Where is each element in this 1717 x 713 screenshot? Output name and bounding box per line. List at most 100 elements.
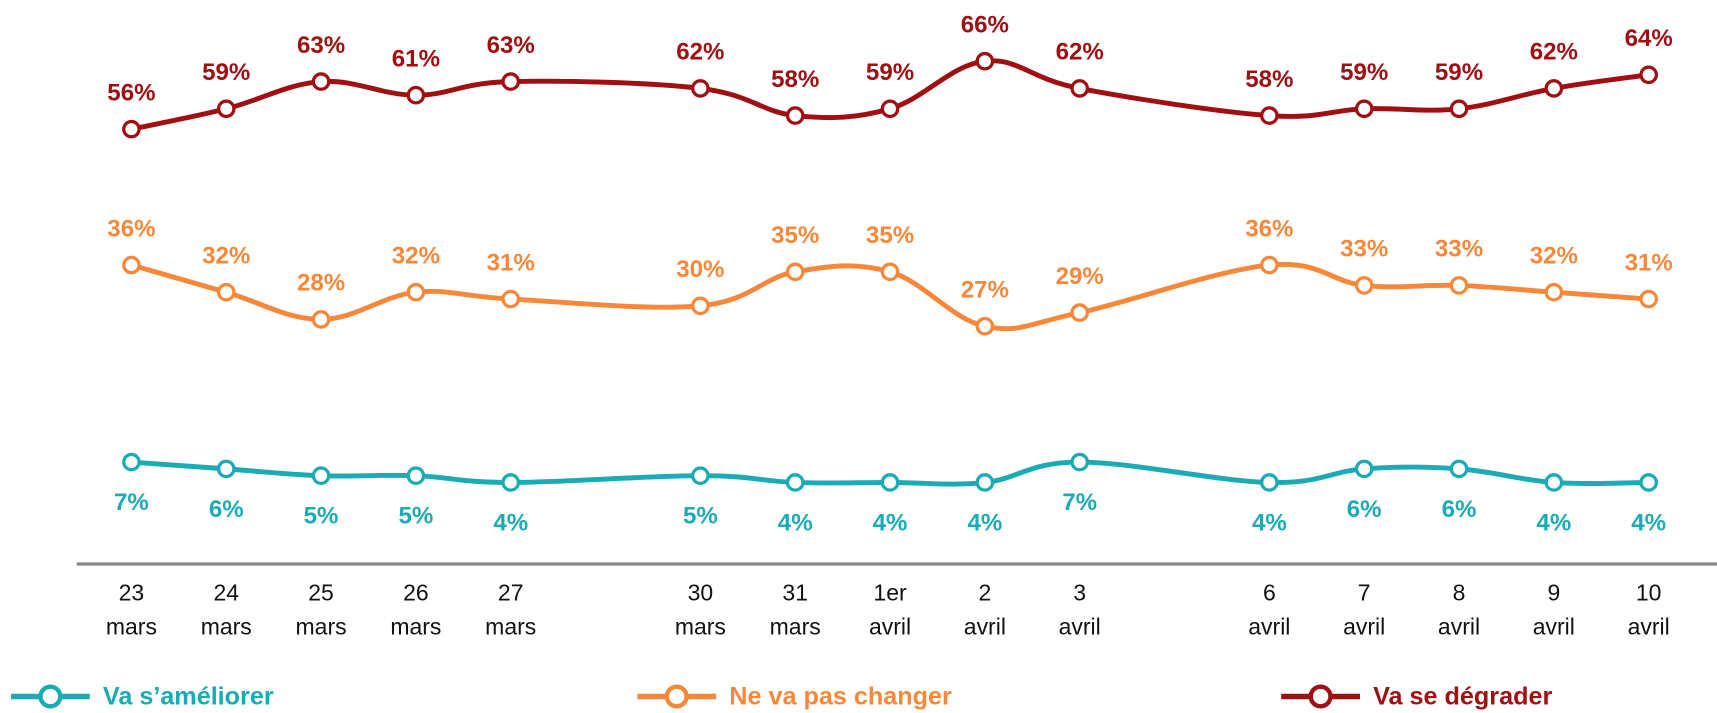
data-label: 32% (202, 243, 250, 270)
data-label: 59% (1340, 59, 1388, 86)
data-label: 59% (1435, 59, 1483, 86)
legend-marker (664, 684, 689, 709)
point-marker (501, 289, 521, 309)
data-label: 4% (778, 509, 813, 536)
legend-label: Va s’améliorer (103, 682, 274, 710)
x-tick-label: 8 avril (1438, 580, 1480, 640)
point-marker (216, 282, 236, 302)
point-marker (691, 79, 710, 98)
data-label: 36% (1245, 215, 1293, 242)
data-label: 4% (967, 509, 1002, 536)
data-label: 4% (873, 509, 908, 536)
legend-marker (38, 684, 63, 709)
data-label: 7% (114, 489, 149, 516)
point-marker (1260, 255, 1279, 275)
point-marker (311, 466, 331, 485)
data-label: 58% (771, 66, 819, 93)
data-label: 35% (866, 222, 914, 249)
point-marker (1070, 79, 1090, 98)
point-marker (311, 310, 331, 329)
x-tick-label: 25 mars (296, 580, 347, 640)
point-marker (216, 99, 236, 119)
data-label: 66% (961, 12, 1009, 39)
point-marker (122, 255, 141, 275)
point-marker (1544, 473, 1564, 492)
x-tick-label: 9 avril (1533, 580, 1575, 640)
point-marker (1639, 65, 1658, 85)
data-label: 64% (1625, 25, 1673, 52)
point-marker (880, 99, 900, 119)
x-tick-label: 24 mars (201, 580, 252, 640)
data-label: 62% (1056, 39, 1104, 66)
data-label: 58% (1245, 66, 1293, 93)
x-tick-label: 1er avril (869, 580, 911, 640)
point-marker (406, 282, 426, 302)
x-tick-label: 27 mars (485, 580, 536, 640)
data-label: 6% (1347, 496, 1382, 523)
point-marker (1070, 303, 1090, 322)
point-marker (1639, 289, 1658, 309)
data-label: 4% (1252, 509, 1287, 536)
data-label: 5% (683, 503, 718, 530)
point-marker (122, 119, 141, 139)
legend-marker (1308, 684, 1333, 709)
x-tick-label: 31 mars (770, 580, 821, 640)
data-label: 4% (1631, 509, 1666, 536)
data-label: 59% (202, 59, 250, 86)
data-label: 6% (209, 496, 244, 523)
point-marker (122, 452, 141, 472)
data-label: 62% (676, 39, 724, 66)
x-tick-label: 23 mars (106, 580, 157, 640)
point-marker (785, 473, 805, 492)
point-marker (975, 51, 995, 71)
data-label: 62% (1530, 39, 1578, 66)
data-label: 31% (1625, 249, 1673, 276)
point-marker (311, 72, 331, 91)
data-label: 4% (493, 509, 528, 536)
point-marker (691, 466, 710, 485)
x-tick-label: 2 avril (964, 580, 1006, 640)
data-label: 33% (1340, 236, 1388, 263)
data-label: 29% (1056, 263, 1104, 290)
point-marker (1260, 106, 1279, 125)
point-marker (975, 316, 995, 336)
data-label: 63% (297, 32, 345, 59)
data-label: 4% (1536, 509, 1571, 536)
data-label: 59% (866, 59, 914, 86)
point-marker (880, 473, 900, 492)
data-label: 61% (392, 46, 440, 73)
x-tick-label: 10 avril (1628, 580, 1670, 640)
data-label: 36% (107, 215, 155, 242)
x-tick-label: 3 avril (1059, 580, 1101, 640)
point-marker (501, 72, 521, 91)
point-marker (406, 85, 426, 105)
data-label: 27% (961, 277, 1009, 304)
point-marker (785, 262, 805, 282)
point-marker (216, 459, 236, 479)
data-label: 63% (487, 32, 535, 59)
data-label: 33% (1435, 236, 1483, 263)
x-tick-label: 6 avril (1248, 580, 1290, 640)
data-label: 35% (771, 222, 819, 249)
point-marker (1639, 473, 1658, 492)
point-marker (501, 473, 521, 492)
legend-label: Va se dégrader (1373, 682, 1552, 710)
data-label: 31% (487, 249, 535, 276)
data-label: 5% (398, 503, 433, 530)
point-marker (691, 296, 710, 316)
point-marker (1354, 459, 1374, 479)
legend-label: Ne va pas changer (729, 682, 952, 710)
x-tick-label: 7 avril (1343, 580, 1385, 640)
point-marker (880, 262, 900, 282)
point-marker (1544, 282, 1564, 302)
data-label: 30% (676, 256, 724, 283)
point-marker (1449, 276, 1469, 295)
x-tick-label: 30 mars (675, 580, 726, 640)
x-tick-label: 26 mars (390, 580, 441, 640)
data-label: 5% (304, 503, 339, 530)
data-label: 32% (392, 243, 440, 270)
data-label: 7% (1062, 489, 1097, 516)
point-marker (1260, 473, 1279, 492)
point-marker (975, 473, 995, 492)
